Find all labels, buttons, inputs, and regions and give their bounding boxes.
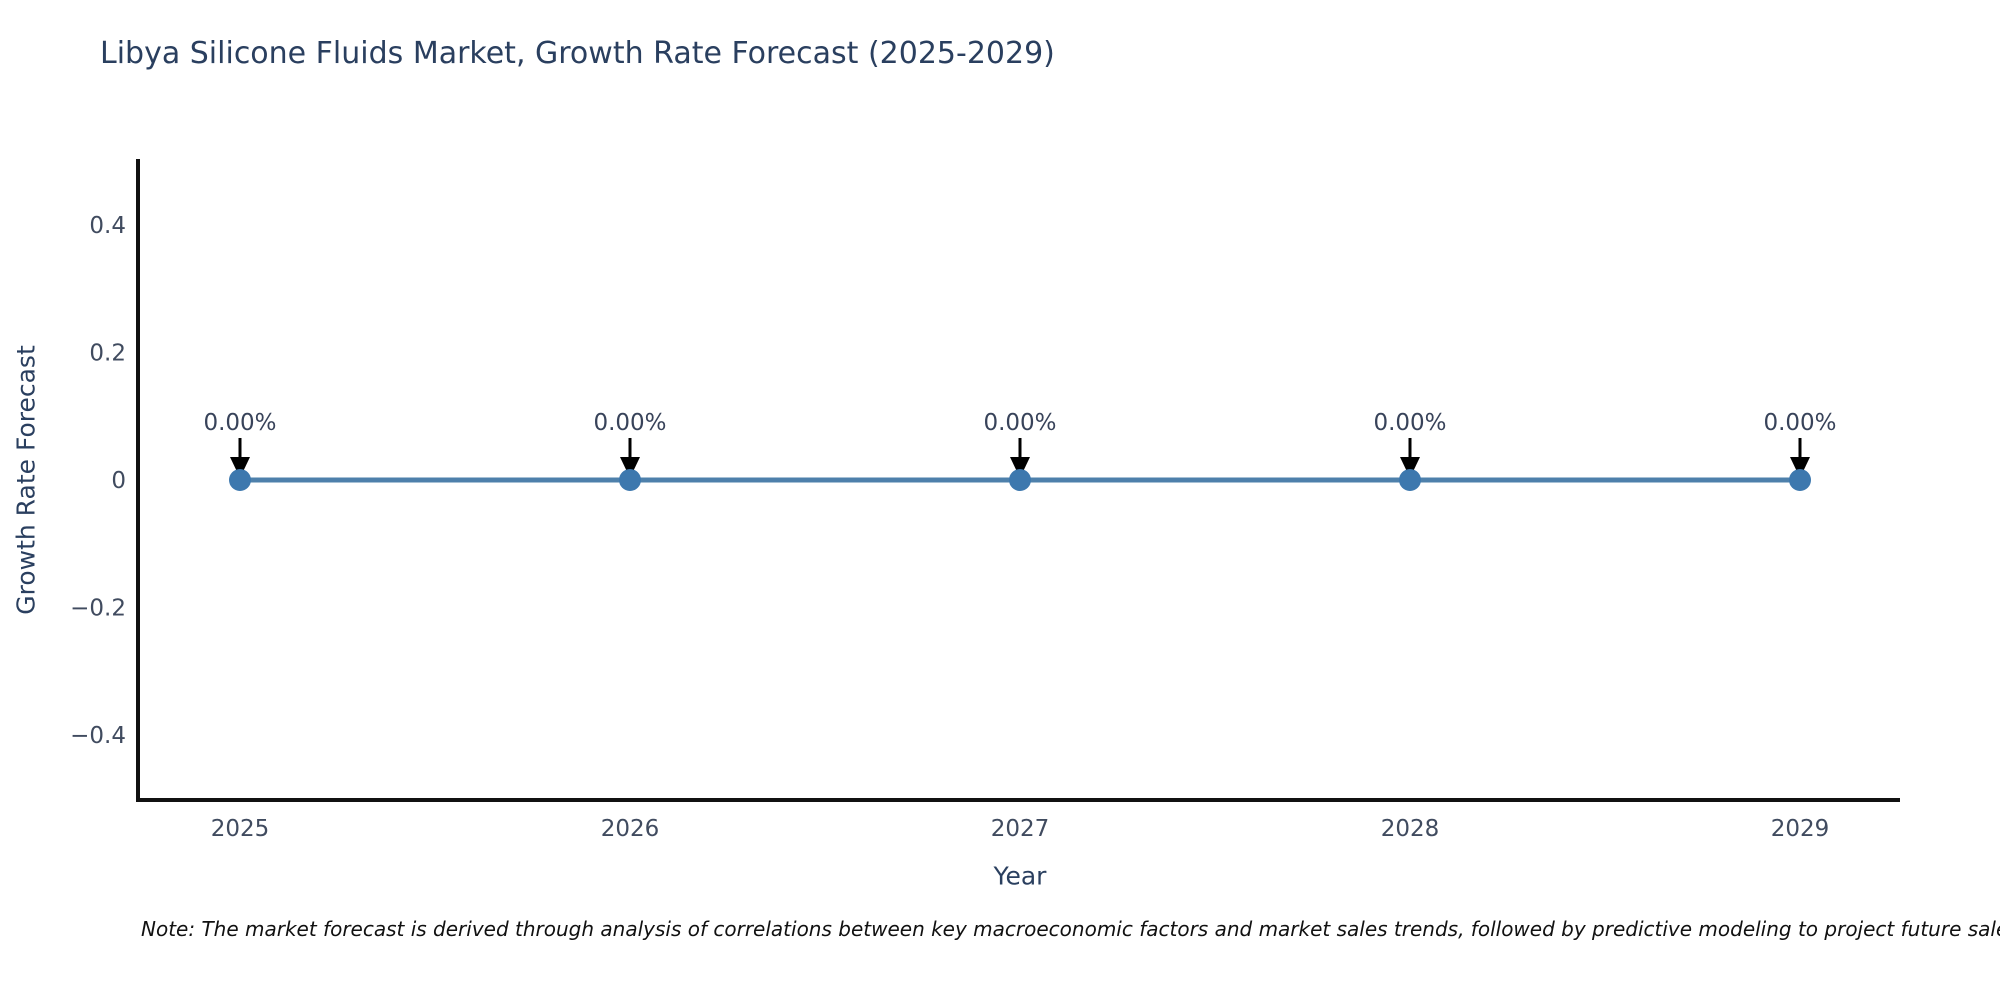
x-tick-label: 2029: [1771, 816, 1830, 842]
x-axis-title: Year: [993, 861, 1047, 891]
y-tick-label: −0.2: [70, 596, 126, 622]
annotation-arrowhead-icon: [1400, 457, 1420, 478]
annotation-arrowhead-icon: [1010, 457, 1030, 478]
x-tick-label: 2025: [211, 816, 270, 842]
point-annotation: 0.00%: [1373, 410, 1446, 436]
annotation-arrowhead-icon: [1790, 457, 1810, 478]
point-annotation: 0.00%: [593, 410, 666, 436]
data-point-marker[interactable]: [1009, 469, 1031, 491]
x-tick-label: 2027: [991, 816, 1050, 842]
footnote: Note: The market forecast is derived thr…: [141, 917, 2000, 941]
data-point-marker[interactable]: [1399, 469, 1421, 491]
annotation-arrowhead-icon: [620, 457, 640, 478]
point-annotation: 0.00%: [203, 410, 276, 436]
data-point-marker[interactable]: [229, 469, 251, 491]
annotation-arrowhead-icon: [230, 457, 250, 478]
y-tick-label: −0.4: [70, 723, 126, 749]
data-point-marker[interactable]: [1789, 469, 1811, 491]
x-tick-label: 2026: [601, 816, 660, 842]
data-point-marker[interactable]: [619, 469, 641, 491]
y-tick-label: 0.4: [89, 213, 126, 239]
x-tick-label: 2028: [1381, 816, 1440, 842]
y-tick-label: 0: [111, 468, 126, 494]
chart-title: Libya Silicone Fluids Market, Growth Rat…: [100, 36, 1055, 71]
point-annotation: 0.00%: [1763, 410, 1836, 436]
y-tick-label: 0.2: [89, 341, 126, 367]
point-annotation: 0.00%: [983, 410, 1056, 436]
